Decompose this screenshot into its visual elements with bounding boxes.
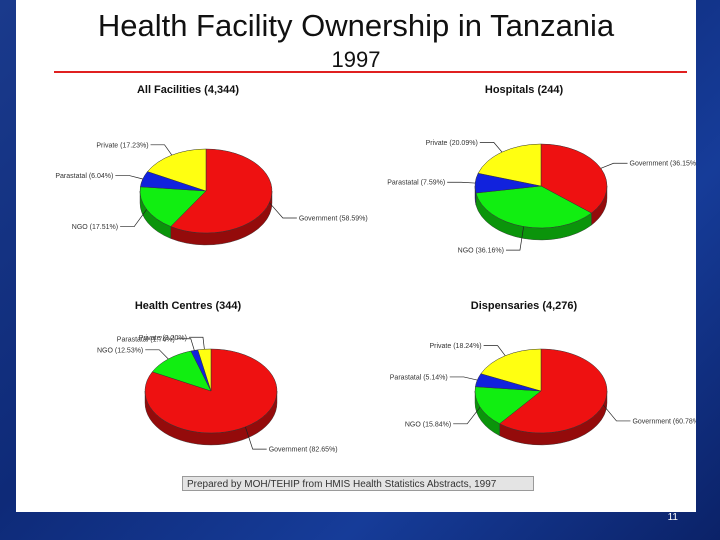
- chart-title: All Facilities (4,344): [137, 84, 239, 96]
- slide-title: Health Facility Ownership in Tanzania: [97, 8, 615, 43]
- source-note: Prepared by MOH/TEHIP from HMIS Health S…: [182, 476, 534, 491]
- leader-line-government: [269, 202, 297, 219]
- pie-charts: All Facilities (4,344) Government (58.59%…: [55, 84, 696, 454]
- slice-label-ngo: NGO (36.16%): [458, 248, 504, 255]
- slice-label-parastatal: Parastatal (6.04%): [55, 173, 113, 180]
- slice-label-parastatal: Parastatal (7.59%): [387, 180, 445, 187]
- slice-label-government: Government (82.65%): [269, 447, 338, 454]
- slice-label-ngo: NGO (12.53%): [97, 347, 143, 354]
- leader-line-private: [188, 336, 205, 350]
- pie-slice-private: [477, 143, 542, 187]
- slice-label-ngo: NGO (17.51%): [72, 224, 118, 231]
- page-number: 11: [667, 512, 678, 523]
- pie-slice-ngo: [475, 185, 592, 229]
- slice-label-private: Private (20.09%): [426, 140, 478, 147]
- leader-line-government: [600, 162, 628, 169]
- pie-slice-government: [499, 348, 608, 434]
- leader-line-private: [479, 142, 503, 153]
- leader-line-government: [602, 404, 631, 422]
- pie-slice-ngo: [139, 186, 207, 227]
- chart-title: Dispensaries (4,276): [471, 300, 578, 312]
- slice-label-private: Private (17.23%): [96, 142, 148, 149]
- slice-label-private: Private (18.24%): [429, 343, 481, 350]
- leader-line-parastatal: [115, 175, 143, 180]
- pie-slice-private: [147, 148, 207, 192]
- pie-chart-2: Hospitals (244) Government (36.15%) NGO (3…: [387, 84, 696, 255]
- slice-label-ngo: NGO (15.84%): [405, 421, 451, 428]
- slice-label-parastatal: Parastatal (1.74%): [117, 336, 175, 343]
- pie-chart-1: All Facilities (4,344) Government (58.59%…: [55, 84, 368, 246]
- leader-line-private: [150, 144, 173, 156]
- leader-line-ngo: [145, 349, 169, 360]
- slide-subtitle: 1997: [331, 47, 381, 72]
- slice-label-government: Government (58.59%): [299, 216, 368, 223]
- chart-title: Hospitals (244): [485, 84, 564, 96]
- title-divider: [54, 71, 687, 73]
- slice-label-parastatal: Parastatal (5.14%): [390, 374, 448, 381]
- slice-label-government: Government (60.78%): [632, 418, 696, 425]
- leader-line-parastatal: [176, 338, 195, 351]
- chart-title: Health Centres (344): [135, 300, 242, 312]
- leader-line-ngo: [505, 226, 524, 251]
- leader-line-parastatal: [447, 181, 476, 184]
- leader-line-ngo: [453, 406, 481, 425]
- leader-line-government: [245, 426, 267, 450]
- slide: Health Facility Ownership in Tanzania 19…: [16, 0, 696, 512]
- pie-chart-4: Dispensaries (4,276) Government (60.78%) N…: [390, 300, 696, 446]
- leader-line-private: [483, 345, 506, 356]
- pie-slice-government: [540, 143, 608, 214]
- slice-label-government: Government (36.15%): [630, 161, 696, 168]
- pie-chart-3: Health Centres (344) Government (82.65%) N…: [97, 300, 338, 454]
- pie-slice-government: [170, 148, 273, 234]
- leader-line-parastatal: [449, 376, 478, 381]
- slice-label-private: Private (3.20%): [139, 335, 187, 342]
- leader-line-ngo: [120, 209, 147, 228]
